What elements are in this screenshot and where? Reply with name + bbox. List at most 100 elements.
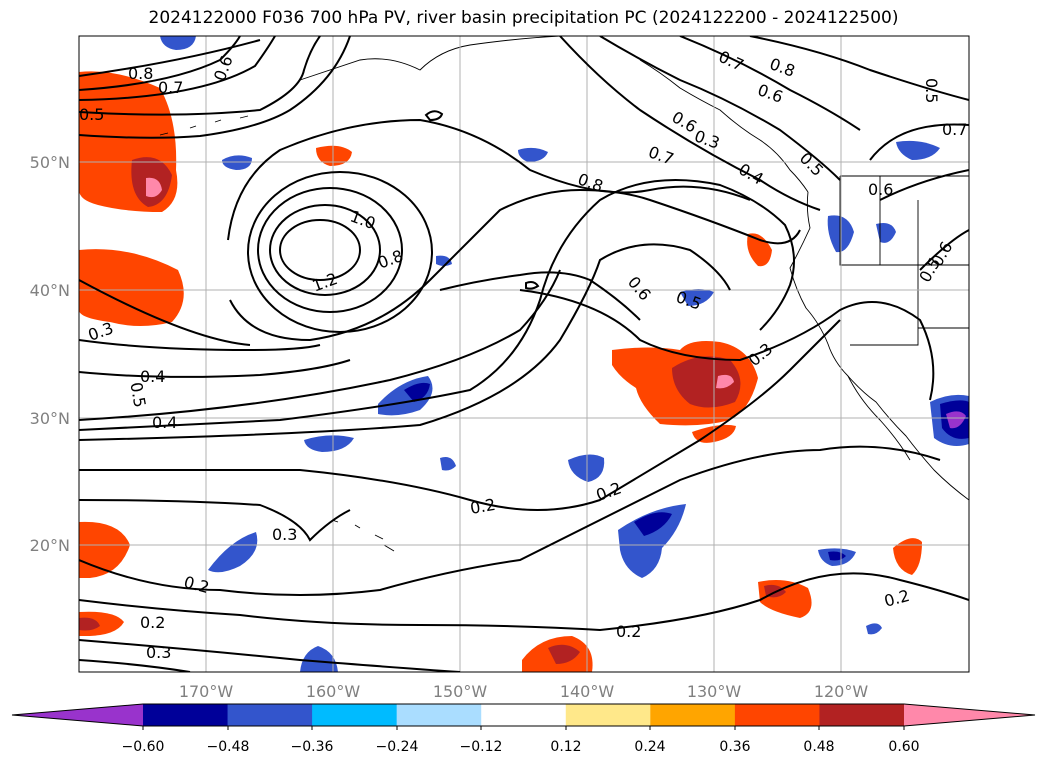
map-title: 2024122000 F036 700 hPa PV, river basin … — [148, 8, 899, 28]
contour-label: 0.7 — [158, 78, 183, 97]
colorbar: −0.60 −0.48 −0.36 −0.24 −0.12 0.12 0.24 … — [11, 703, 1036, 755]
lon-tick-label: 120°W — [814, 682, 869, 701]
colorbar-segments — [12, 704, 1035, 726]
precip-strong-positive-area — [79, 617, 100, 631]
pv-contour — [79, 659, 191, 672]
precip-strong-positive-area — [672, 356, 741, 408]
colorbar-segment — [819, 704, 905, 726]
contour-label: 0.7 — [942, 120, 967, 139]
colorbar-tick-label: 0.12 — [550, 739, 581, 755]
pv-contour-closed — [279, 219, 361, 281]
precip-negative-area — [876, 223, 896, 243]
contour-label: 0.8 — [128, 64, 153, 83]
contour-label: 0.2 — [616, 622, 641, 641]
pv-contour — [919, 229, 969, 271]
colorbar-tick-label: 0.48 — [803, 739, 834, 755]
pv-contour — [879, 169, 969, 201]
colorbar-segment — [481, 704, 567, 726]
pv-contour — [79, 36, 351, 139]
north-america-coast — [789, 191, 969, 501]
colorbar-segment — [396, 704, 482, 726]
precip-positive-area — [79, 521, 130, 578]
pv-contour — [79, 359, 351, 378]
pv-contour — [79, 243, 731, 441]
pv-contour-closed — [525, 281, 540, 290]
colorbar-tick-label: −0.36 — [291, 739, 334, 755]
precip-negative-area — [300, 646, 338, 672]
pv-contour — [79, 445, 941, 596]
precip-negative-area — [680, 289, 714, 306]
colorbar-tick-label: 0.36 — [719, 739, 750, 755]
contour-label: 0.4 — [140, 367, 165, 386]
colorbar-tick-label: −0.24 — [376, 739, 419, 755]
us-mexico-border — [850, 327, 969, 346]
colorbar-extend-high — [904, 704, 1035, 726]
precip-extreme-negative-area — [946, 411, 966, 429]
precip-strong-positive-area — [548, 644, 580, 664]
lon-tick-label: 130°W — [687, 682, 742, 701]
pv-contour — [559, 36, 821, 211]
pv-contour — [79, 279, 251, 346]
colorbar-segment — [565, 704, 651, 726]
colorbar-tick-marks — [142, 726, 905, 730]
colorbar-tick-label: −0.12 — [460, 739, 503, 755]
contour-label: 0.3 — [146, 643, 171, 662]
baja-coast — [847, 375, 911, 461]
precip-negative-area — [208, 532, 258, 573]
pv-contour — [79, 499, 351, 542]
precip-negative-area — [160, 36, 196, 50]
precip-negative-area — [304, 435, 354, 452]
colorbar-segment — [734, 704, 820, 726]
colorbar-tick-label: 0.60 — [888, 739, 919, 755]
colorbar-tick-label: −0.48 — [207, 739, 250, 755]
colorbar-tick-label: 0.24 — [634, 739, 665, 755]
contour-label: 0.4 — [152, 413, 177, 432]
pv-contour-closed — [247, 171, 433, 333]
precip-negative-area — [568, 454, 605, 482]
pv-contour — [79, 36, 276, 101]
lat-tick-label: 20°N — [30, 536, 70, 555]
lon-tick-labels: 170°W 160°W 150°W 140°W 130°W 120°W — [179, 682, 869, 701]
pv-contour-closed — [424, 110, 444, 122]
map-panel: 0.8 0.7 0.6 0.5 0.7 0.8 0.6 0.5 0.7 0.6 … — [78, 35, 970, 673]
lon-tick-label: 170°W — [179, 682, 234, 701]
precip-strong-negative-area — [634, 512, 672, 536]
alaska-coast — [299, 36, 561, 81]
colorbar-segment — [227, 704, 313, 726]
hawaii-islands — [331, 519, 395, 552]
precip-negative-area — [222, 155, 252, 170]
pv-contours — [79, 36, 969, 672]
coastlines — [159, 36, 969, 552]
aleutian-islands — [159, 115, 249, 136]
pv-contour — [79, 572, 969, 632]
precip-positive-area — [316, 145, 352, 166]
precip-peak-positive-area — [146, 177, 162, 198]
pv-contour — [869, 123, 969, 161]
pv-contour — [79, 39, 261, 77]
colorbar-tick-labels: −0.60 −0.48 −0.36 −0.24 −0.12 0.12 0.24 … — [122, 739, 920, 755]
pv-contour — [439, 271, 641, 321]
colorbar-extend-low — [12, 704, 143, 726]
colorbar-tick-label: −0.60 — [122, 739, 165, 755]
lat-tick-label: 30°N — [30, 409, 70, 428]
precip-negative-area — [866, 623, 882, 635]
contour-label: 0.5 — [79, 105, 104, 124]
pv-contour — [227, 118, 751, 241]
precip-positive-area — [893, 538, 922, 575]
pv-contour-closed — [257, 187, 403, 313]
pv-contour — [599, 36, 841, 181]
lat-tick-label: 40°N — [30, 281, 70, 300]
precip-negative-area — [440, 457, 456, 471]
lat-tick-labels: 50°N 40°N 30°N 20°N — [30, 153, 70, 555]
contour-label: 0.5 — [922, 78, 941, 103]
colorbar-segment — [650, 704, 736, 726]
pv-contour — [79, 36, 241, 91]
precip-negative-area — [436, 255, 452, 266]
precip-peak-positive-area — [716, 374, 734, 389]
contour-label: 0.2 — [140, 613, 165, 632]
lat-tick-label: 50°N — [30, 153, 70, 172]
pv-contour — [79, 339, 321, 352]
lon-tick-label: 140°W — [560, 682, 615, 701]
precip-negative-area — [896, 140, 940, 160]
